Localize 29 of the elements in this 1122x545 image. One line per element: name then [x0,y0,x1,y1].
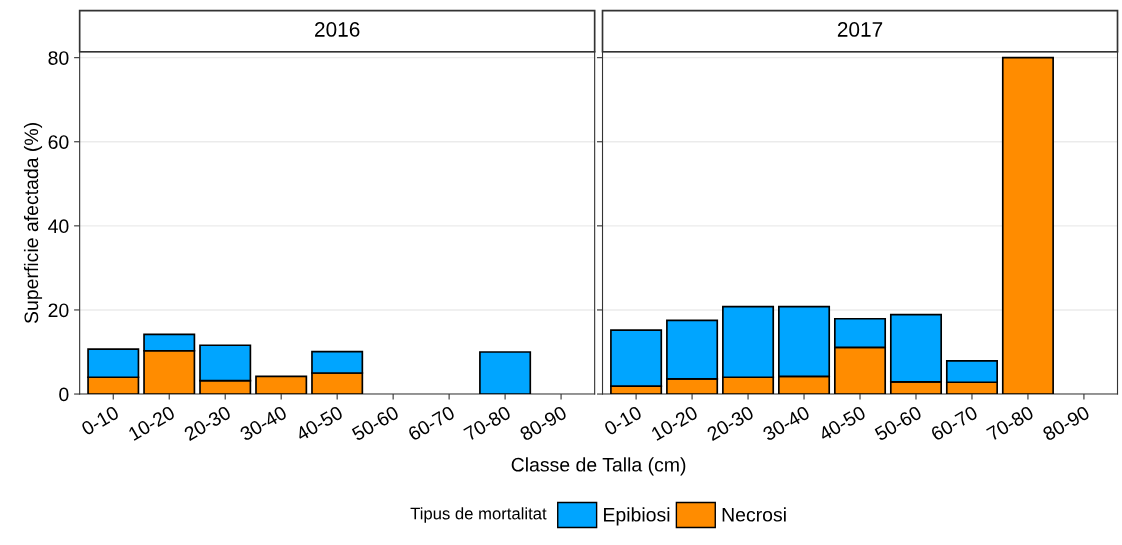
x-tick-label: 60-70 [930,405,979,442]
bar [255,375,308,395]
chart-title: 2017 [837,22,883,37]
x-tick-label: 50-60 [351,405,400,442]
y-tick-label: 60 [48,135,69,149]
y-tick-label: 20 [48,303,69,318]
x-tick-label: 0-10 [603,405,643,436]
legend-label: Epibiosi [604,507,670,526]
y-tick-label: 0 [59,387,69,402]
x-tick-label: 60-70 [407,405,456,442]
y-axis-title: Superficie afectada (%) [23,123,43,324]
x-tick-label: 30-40 [761,405,811,442]
y-tick-label: 40 [48,219,69,234]
legend-title: Tipus de mortalitat [410,507,547,523]
chart-title: 2016 [315,22,360,37]
x-tick-label: 0-10 [80,405,120,436]
x-tick-label: 70-80 [986,405,1035,442]
x-tick-label: 80-90 [1041,405,1091,442]
x-tick-label: 70-80 [463,405,512,442]
x-tick-label: 30-40 [239,405,288,442]
legend-label: Necrosi [722,507,786,522]
x-tick-label: 40-50 [294,405,344,442]
y-tick-label: 80 [48,51,69,65]
x-tick-label: 80-90 [519,405,568,442]
bar [479,351,532,395]
x-tick-label: 40-50 [817,405,867,442]
x-axis-title: Classe de Talla (cm) [511,457,686,476]
bar [1001,56,1054,395]
x-tick-label: 50-60 [873,405,923,442]
